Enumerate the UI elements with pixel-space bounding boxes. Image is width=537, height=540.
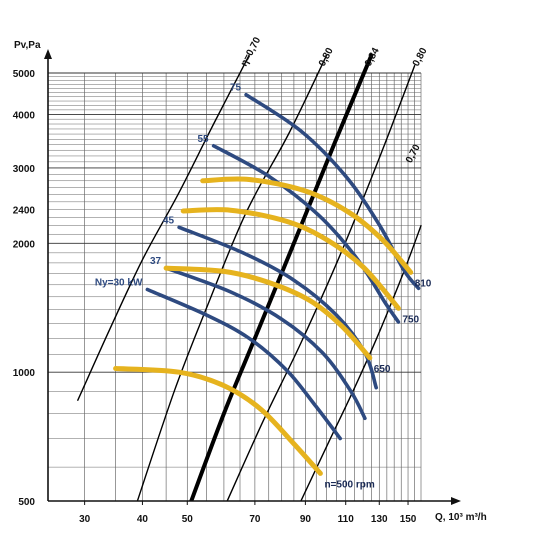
efficiency-label-0: η=0,70	[239, 35, 264, 68]
speed-curves	[113, 176, 414, 476]
x-tick-label: 110	[338, 514, 355, 525]
x-axis-arrow	[451, 497, 461, 505]
efficiency-line-2	[189, 53, 374, 501]
y-tick-label: 3000	[13, 164, 36, 175]
efficiency-line-3	[226, 65, 416, 501]
x-tick-label: 150	[400, 514, 417, 525]
speed-curve-label-1: 650	[374, 364, 391, 375]
speed-curve-label-3: 810	[415, 278, 432, 289]
grid	[47, 72, 422, 502]
efficiency-label-2: 0,84	[363, 46, 382, 69]
y-axis-label: Pv,Pa	[14, 40, 41, 51]
y-axis-arrow	[44, 49, 52, 59]
efficiency-line-0	[77, 54, 250, 401]
x-tick-label: 130	[371, 514, 388, 525]
power-curve-label-3: 55	[197, 134, 209, 145]
power-curve-label-1: 37	[150, 256, 162, 267]
y-tick-label: 1000	[13, 368, 36, 379]
power-curve-label-0: Ny=30 kW	[95, 278, 143, 289]
y-tick-label: 2000	[13, 239, 36, 250]
y-tick-label: 2400	[13, 205, 36, 216]
efficiency-line-1	[136, 54, 328, 501]
power-curve-label-2: 45	[163, 215, 175, 226]
x-tick-label: 70	[249, 514, 261, 525]
power-curve-1	[164, 266, 367, 421]
efficiency-label-3: 0,80	[411, 46, 430, 69]
x-tick-label: 30	[79, 514, 91, 525]
speed-curve-3	[200, 176, 414, 275]
power-curve-label-4: 75	[230, 83, 242, 94]
y-tick-label: 5000	[13, 69, 36, 80]
x-axis-label: Q, 10³ m³/h	[435, 512, 487, 523]
y-tick-label: 500	[18, 497, 35, 508]
x-tick-label: 50	[182, 514, 194, 525]
power-curve-3	[211, 144, 401, 324]
power-curve-0	[145, 287, 342, 441]
efficiency-label-1: 0,80	[317, 46, 336, 69]
power-curve-4	[244, 92, 421, 291]
speed-curve-0	[113, 366, 323, 476]
x-tick-label: 40	[137, 514, 149, 525]
speed-curve-label-0: n=500 rpm	[324, 479, 374, 490]
speed-curve-label-2: 750	[402, 314, 419, 325]
tick-labels: 30 40 50 70 90 110 130 150 500 1000 2000 2400 3000 40…	[13, 69, 417, 525]
speed-curve-2	[180, 207, 401, 311]
efficiency-label-4: 0,70	[404, 142, 423, 165]
speed-curve-1	[163, 265, 373, 361]
y-tick-label: 4000	[13, 110, 36, 121]
x-tick-label: 90	[300, 514, 312, 525]
axes	[44, 49, 461, 505]
